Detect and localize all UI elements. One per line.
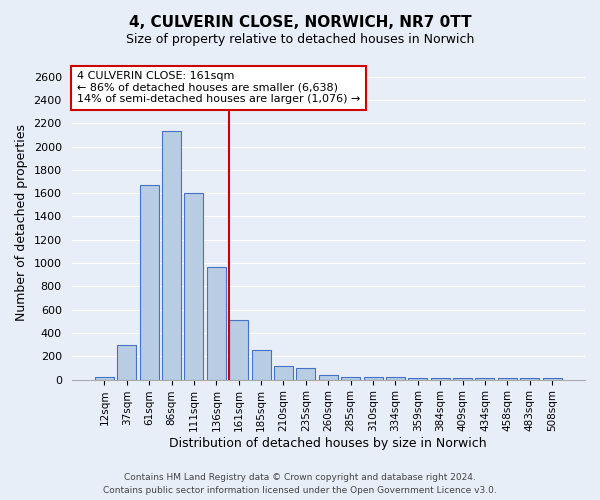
Bar [140, 185, 158, 380]
Bar [117, 344, 136, 380]
Bar [431, 378, 450, 380]
Bar [274, 366, 293, 380]
Bar [95, 378, 114, 380]
Text: 4 CULVERIN CLOSE: 161sqm
← 86% of detached houses are smaller (6,638)
14% of sem: 4 CULVERIN CLOSE: 161sqm ← 86% of detach… [77, 72, 360, 104]
Bar [386, 378, 405, 380]
Bar [207, 266, 226, 380]
Text: Contains HM Land Registry data © Crown copyright and database right 2024.
Contai: Contains HM Land Registry data © Crown c… [103, 474, 497, 495]
Bar [162, 132, 181, 380]
Bar [453, 378, 472, 380]
X-axis label: Distribution of detached houses by size in Norwich: Distribution of detached houses by size … [169, 437, 487, 450]
Bar [475, 378, 494, 380]
Bar [542, 378, 562, 380]
Text: 4, CULVERIN CLOSE, NORWICH, NR7 0TT: 4, CULVERIN CLOSE, NORWICH, NR7 0TT [128, 15, 472, 30]
Text: Size of property relative to detached houses in Norwich: Size of property relative to detached ho… [126, 32, 474, 46]
Bar [184, 193, 203, 380]
Bar [364, 378, 383, 380]
Bar [409, 378, 427, 380]
Bar [229, 320, 248, 380]
Y-axis label: Number of detached properties: Number of detached properties [15, 124, 28, 321]
Bar [520, 378, 539, 380]
Bar [319, 375, 338, 380]
Bar [498, 378, 517, 380]
Bar [296, 368, 316, 380]
Bar [251, 350, 271, 380]
Bar [341, 378, 360, 380]
